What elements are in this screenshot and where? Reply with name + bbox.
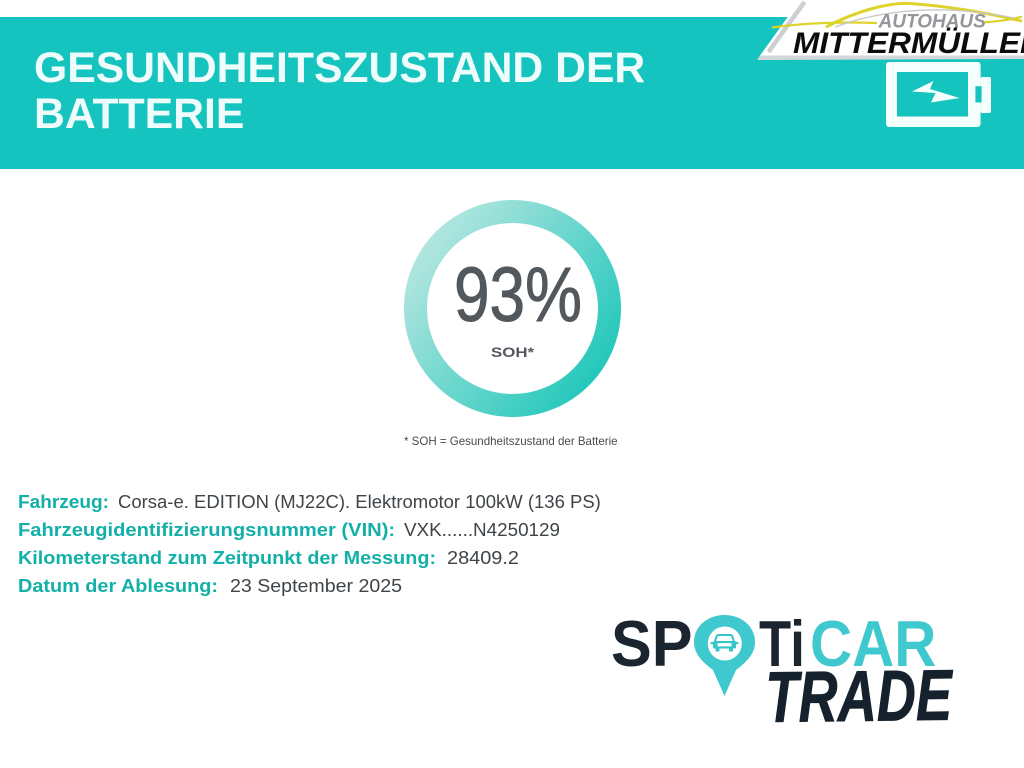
- svg-text:MITTERMÜLLER: MITTERMÜLLER: [793, 26, 1024, 60]
- svg-text:AUTOHAUS: AUTOHAUS: [878, 12, 987, 33]
